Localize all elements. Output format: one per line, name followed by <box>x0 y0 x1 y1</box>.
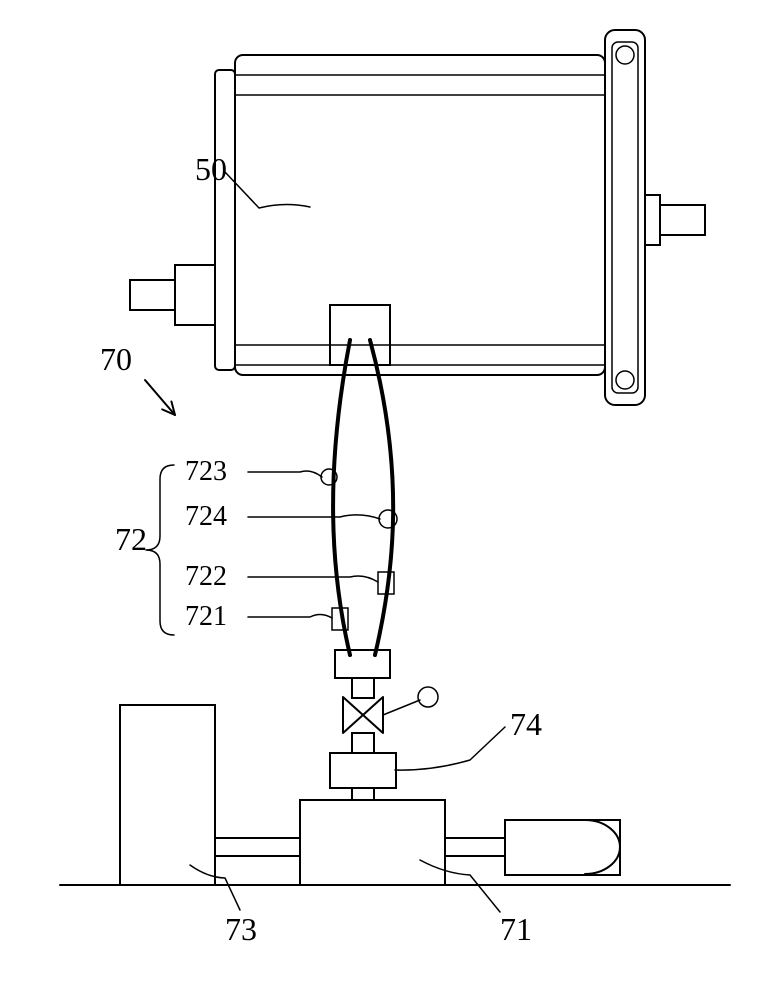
label-l721: 721 <box>185 601 227 632</box>
label-l71: 71 <box>500 911 532 947</box>
label-l74: 74 <box>510 706 542 742</box>
label-l723: 723 <box>185 456 227 487</box>
label-l72: 72 <box>115 521 147 557</box>
diagram-canvas: 50 70 72 723 724 722 721 74 73 71 <box>0 0 782 1000</box>
label-l722: 722 <box>185 561 227 592</box>
label-l50: 50 <box>195 151 227 187</box>
label-l724: 724 <box>185 501 227 532</box>
label-l70: 70 <box>100 341 132 377</box>
label-l73: 73 <box>225 911 257 947</box>
